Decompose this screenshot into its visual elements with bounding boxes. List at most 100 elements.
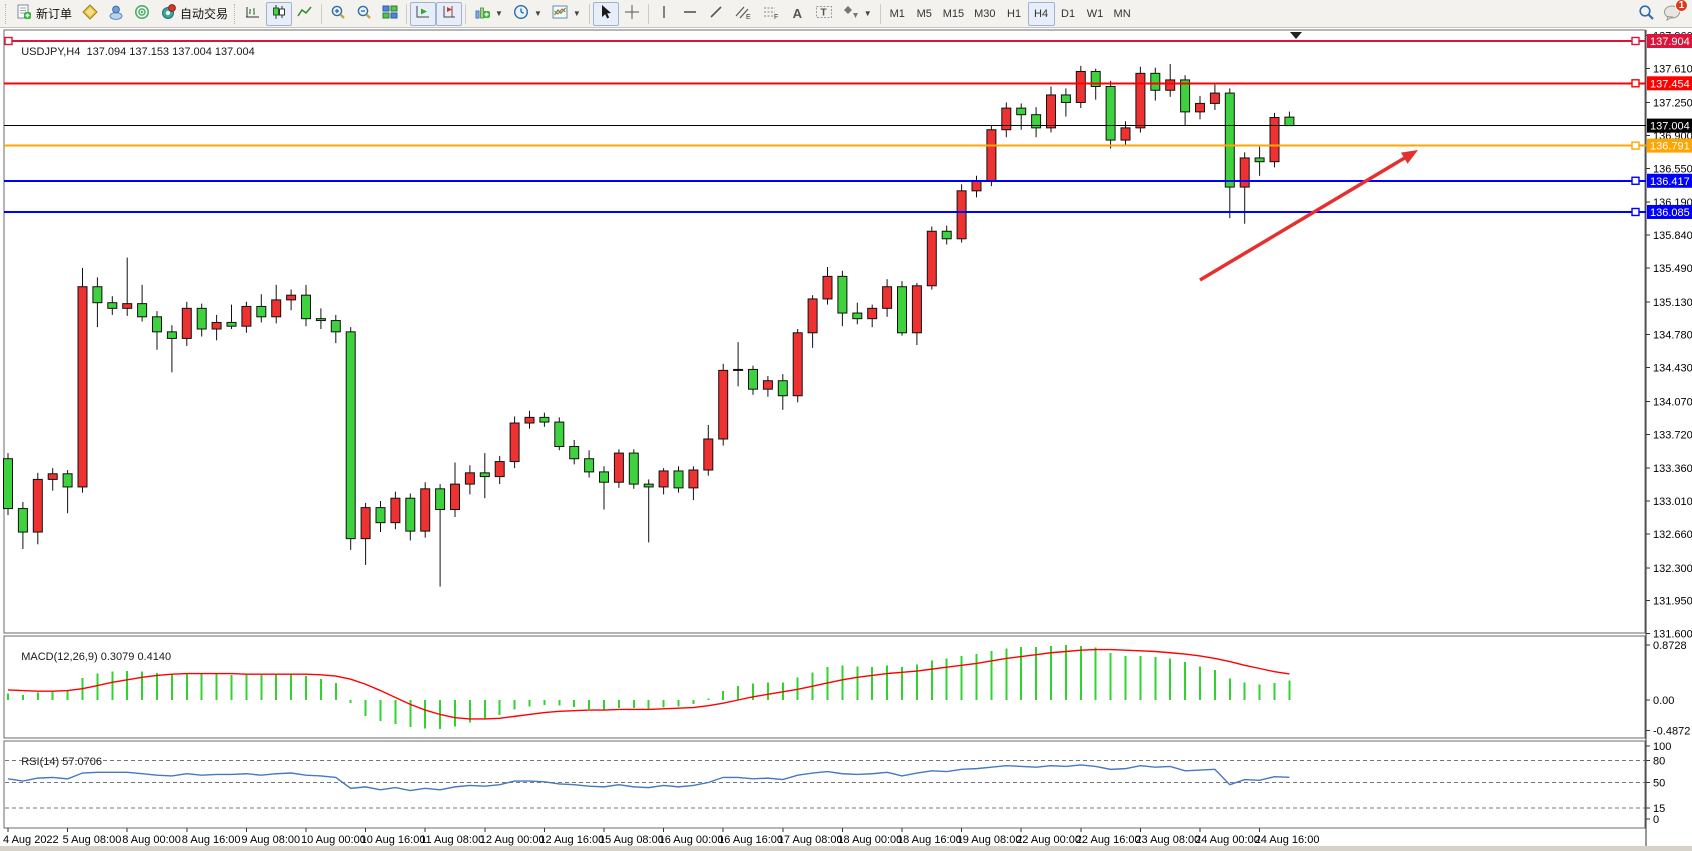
candle bbox=[375, 501, 386, 533]
new-order-button[interactable]: 新订单 bbox=[11, 2, 77, 26]
candle bbox=[643, 479, 654, 543]
timeframe-button-m5[interactable]: M5 bbox=[916, 7, 932, 20]
vertical-line-icon bbox=[657, 4, 671, 23]
indicators-button[interactable]: ▼ bbox=[469, 2, 508, 26]
chart-window[interactable]: 137.960137.610137.250136.900136.550136.1… bbox=[0, 28, 1692, 851]
rsi-line bbox=[7, 764, 1290, 792]
macd-indicator-label: MACD(12,26,9) 0.3079 0.4140 bbox=[9, 639, 171, 675]
line-anchor-handle[interactable] bbox=[1631, 141, 1640, 150]
search-icon[interactable] bbox=[1638, 4, 1655, 24]
text-tool-button[interactable]: A bbox=[785, 2, 810, 26]
candle bbox=[733, 342, 744, 387]
timeframe-toolbar: M1 M5 M15 M30 H1 H4 D1 W1 MN bbox=[884, 1, 1136, 26]
arrows-tool-button[interactable]: ▼ bbox=[838, 2, 877, 26]
candle bbox=[420, 482, 431, 538]
svg-text:E: E bbox=[746, 14, 751, 20]
zoom-out-icon bbox=[356, 4, 372, 23]
chat-button[interactable]: 1 bbox=[1663, 0, 1688, 24]
line-anchor-handle[interactable] bbox=[4, 36, 13, 46]
tile-windows-button[interactable] bbox=[377, 2, 403, 26]
date-tick-label: 12 Aug 16:00 bbox=[539, 834, 604, 846]
line-anchor-handle[interactable] bbox=[1631, 36, 1640, 46]
timeframe-button-m1[interactable]: M1 bbox=[889, 7, 905, 20]
zoom-in-button[interactable] bbox=[325, 2, 351, 26]
date-tick-label: 8 Aug 00:00 bbox=[122, 834, 181, 846]
candle bbox=[256, 294, 267, 323]
market-watch-button[interactable] bbox=[77, 2, 103, 26]
line-anchor-handle[interactable] bbox=[1631, 176, 1640, 185]
trend-arrow-annotation[interactable] bbox=[1199, 153, 1411, 282]
rsi-tick-label: 0 bbox=[1653, 814, 1659, 826]
line-anchor-handle[interactable] bbox=[1631, 79, 1640, 88]
templates-button[interactable]: ▼ bbox=[547, 2, 586, 26]
timeframe-button-m15[interactable]: M15 bbox=[942, 7, 965, 20]
candle bbox=[345, 327, 356, 550]
autotrading-button[interactable]: 自动交易 bbox=[155, 2, 233, 26]
auto-scroll-icon bbox=[415, 4, 431, 23]
date-tick-label: 23 Aug 08:00 bbox=[1135, 834, 1200, 846]
line-anchor-handle[interactable] bbox=[1631, 207, 1640, 217]
price-badge bbox=[1647, 138, 1692, 153]
candle bbox=[360, 502, 371, 565]
candle bbox=[390, 491, 401, 530]
rsi-tick-label: 80 bbox=[1653, 756, 1665, 768]
signals-button[interactable] bbox=[129, 2, 155, 26]
timeframe-button-m30[interactable]: M30 bbox=[974, 7, 996, 20]
community-button[interactable] bbox=[103, 2, 129, 26]
candle bbox=[599, 466, 609, 510]
timeframe-button-h1[interactable]: H1 bbox=[1007, 7, 1022, 20]
chart-shift-button[interactable] bbox=[436, 1, 463, 26]
price-tick-label: 135.490 bbox=[1653, 263, 1692, 275]
candle bbox=[569, 439, 580, 465]
timeframe-button-mn[interactable]: MN bbox=[1113, 7, 1131, 20]
candlestick-chart-type-button[interactable] bbox=[266, 1, 293, 26]
price-badge-label: 136.417 bbox=[1650, 176, 1690, 188]
candle bbox=[539, 412, 550, 427]
candle bbox=[1075, 65, 1086, 109]
candle bbox=[17, 501, 28, 549]
bar-chart-type-button[interactable] bbox=[240, 2, 266, 26]
price-badge-label: 136.085 bbox=[1650, 207, 1690, 219]
zoom-out-button[interactable] bbox=[351, 2, 377, 26]
timeframe-button-h4[interactable]: H4 bbox=[1027, 1, 1055, 26]
date-tick-label: 22 Aug 16:00 bbox=[1076, 834, 1141, 846]
price-badge bbox=[1647, 76, 1692, 91]
candle bbox=[1254, 146, 1265, 176]
svg-text:F: F bbox=[774, 14, 778, 20]
macd-main-value: 0.3079 bbox=[100, 651, 135, 663]
autotrading-label: 自动交易 bbox=[180, 7, 229, 21]
candle bbox=[822, 266, 833, 305]
timeframe-button-d1[interactable]: D1 bbox=[1061, 7, 1076, 20]
rsi-panel bbox=[3, 740, 1646, 829]
candle bbox=[762, 376, 773, 397]
trendline-icon bbox=[708, 4, 724, 23]
price-tick-label: 135.130 bbox=[1653, 297, 1692, 309]
auto-scroll-button[interactable] bbox=[410, 1, 437, 26]
candle bbox=[956, 184, 967, 243]
periods-button[interactable]: ▼ bbox=[508, 2, 547, 26]
timeframe-button-w1[interactable]: W1 bbox=[1086, 7, 1104, 20]
price-badge-label: 137.004 bbox=[1650, 121, 1690, 133]
vertical-line-tool-button[interactable] bbox=[652, 2, 677, 26]
price-tick-label: 136.550 bbox=[1653, 163, 1692, 175]
equidistant-channel-tool-button[interactable]: E bbox=[729, 2, 757, 26]
line-chart-type-button[interactable] bbox=[292, 2, 318, 26]
horizontal-line-tool-button[interactable] bbox=[677, 2, 703, 26]
cursor-tool-button[interactable] bbox=[592, 1, 619, 26]
candle bbox=[897, 281, 907, 336]
text-icon: A bbox=[792, 6, 802, 21]
price-chart-canvas[interactable]: 137.960137.610137.250136.900136.550136.1… bbox=[0, 28, 1692, 851]
date-tick-label: 10 Aug 00:00 bbox=[301, 834, 366, 846]
candle bbox=[494, 455, 505, 485]
date-tick-label: 5 Aug 08:00 bbox=[63, 834, 122, 846]
date-tick-label: 18 Aug 16:00 bbox=[897, 834, 962, 846]
toolbar-separator bbox=[647, 3, 649, 24]
text-label-tool-button[interactable]: T bbox=[810, 2, 838, 26]
fibonacci-tool-button[interactable]: F bbox=[757, 2, 785, 26]
trendline-tool-button[interactable] bbox=[703, 2, 729, 26]
candle bbox=[584, 450, 595, 478]
candle bbox=[62, 470, 73, 514]
macd-tick-label: 0.8728 bbox=[1653, 640, 1687, 652]
crosshair-tool-button[interactable] bbox=[619, 2, 645, 26]
date-tick-label: 12 Aug 00:00 bbox=[480, 834, 545, 846]
